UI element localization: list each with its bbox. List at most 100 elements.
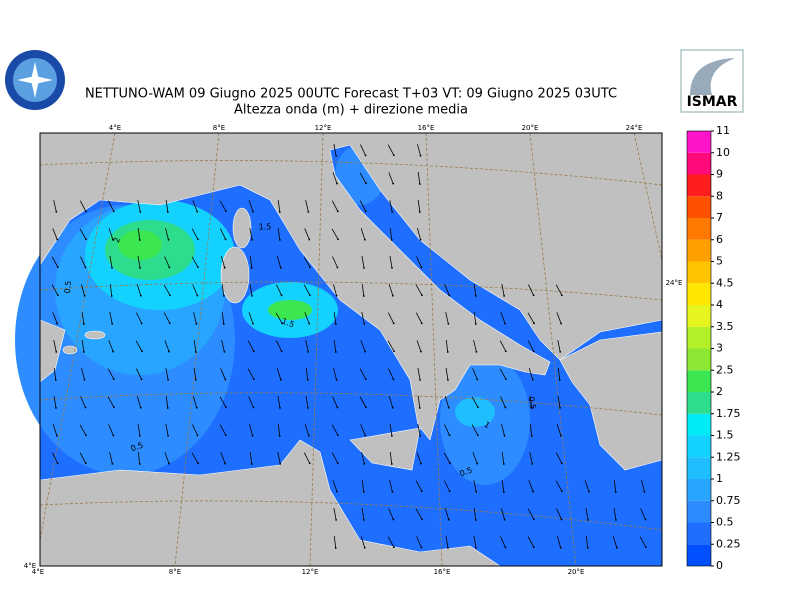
arrow-head: [531, 378, 534, 381]
direction-arrow: [164, 256, 170, 268]
arrow-head: [365, 406, 367, 409]
direction-arrow: [500, 396, 506, 408]
arrow-head: [533, 546, 535, 549]
arrow-head: [336, 182, 338, 185]
lon-label: 16°E: [418, 124, 435, 132]
direction-arrow: [556, 508, 562, 520]
direction-arrow: [191, 256, 199, 268]
arrow-head: [392, 378, 395, 381]
arrow-head: [138, 239, 141, 241]
map: 2 1.5 1.5 0.5 0.5 0.5 1 0.5: [15, 132, 663, 567]
arrow-head: [391, 210, 394, 213]
arrow-head: [390, 435, 393, 437]
arrow-head: [419, 434, 422, 437]
direction-arrow: [360, 536, 366, 548]
direction-arrow: [333, 144, 337, 156]
direction-arrow: [501, 452, 505, 464]
arrow-head: [559, 350, 562, 353]
arrow-head: [224, 434, 227, 437]
direction-arrow: [527, 340, 535, 352]
direction-arrow: [275, 340, 283, 352]
arrow-head: [448, 434, 451, 437]
direction-arrow: [555, 452, 563, 464]
direction-arrow: [444, 424, 450, 436]
direction-arrow: [276, 368, 282, 380]
direction-arrow: [415, 284, 423, 296]
arrow-head: [419, 154, 422, 157]
direction-arrow: [165, 228, 169, 240]
direction-arrow: [529, 396, 533, 408]
lon-label: 24°E: [626, 124, 643, 132]
arrow-head: [475, 547, 477, 549]
arrow-head: [560, 434, 562, 437]
direction-arrow: [303, 452, 311, 464]
arrow-head: [140, 322, 143, 325]
arrow-head: [364, 154, 367, 157]
direction-arrow: [417, 200, 421, 212]
arrow-head: [615, 546, 618, 549]
contour-label: 1.5: [259, 223, 272, 232]
arrow-head: [421, 518, 423, 521]
direction-arrow: [191, 228, 199, 240]
colorbar-label: 9: [716, 168, 723, 181]
direction-arrow: [417, 395, 421, 409]
colorbar-band: [687, 435, 711, 458]
direction-arrow: [332, 256, 338, 268]
direction-arrow: [81, 340, 85, 352]
colorbar-label: 0: [716, 559, 723, 572]
direction-arrows: [51, 144, 647, 549]
arrow-head: [505, 378, 507, 381]
direction-arrow: [303, 256, 311, 268]
lon-label: 4°E: [32, 568, 44, 576]
direction-arrow: [389, 227, 393, 241]
arrow-head: [364, 350, 367, 353]
direction-arrow: [331, 452, 339, 464]
direction-arrow: [417, 172, 421, 184]
direction-arrow: [137, 451, 141, 465]
direction-arrow: [529, 452, 533, 464]
direction-arrow: [361, 256, 365, 268]
colorbar-band: [687, 261, 711, 284]
direction-arrow: [53, 200, 57, 212]
colorbar-label: 1.25: [716, 450, 741, 463]
direction-arrow: [275, 312, 283, 324]
arrow-head: [560, 294, 563, 297]
arrow-head: [531, 462, 534, 465]
arrow-head: [85, 238, 87, 241]
arrow-head: [84, 462, 87, 465]
direction-arrow: [137, 227, 141, 241]
direction-arrow: [389, 451, 393, 465]
direction-arrow: [333, 368, 337, 380]
colorbar-label: 8: [716, 189, 723, 202]
lon-label: 12°E: [315, 124, 332, 132]
direction-arrow: [387, 312, 395, 324]
arrow-head: [138, 463, 141, 465]
direction-arrow: [443, 452, 451, 464]
direction-arrow: [137, 256, 141, 268]
direction-arrow: [471, 396, 479, 408]
arrow-head: [420, 350, 422, 353]
arrow-head: [420, 266, 423, 269]
direction-arrow: [79, 228, 87, 240]
arrow-head: [168, 322, 171, 325]
direction-arrow: [527, 508, 535, 520]
colorbar-band: [687, 283, 711, 305]
arrow-head: [449, 462, 451, 465]
direction-arrow: [165, 200, 169, 212]
direction-arrow: [388, 368, 394, 380]
direction-arrow: [359, 172, 367, 184]
lat-label: 24°E: [666, 279, 683, 287]
direction-arrow: [444, 284, 450, 296]
arrow-head: [476, 434, 479, 437]
direction-arrow: [417, 424, 421, 436]
arrow-head: [196, 434, 199, 437]
direction-arrow: [333, 508, 337, 520]
lon-label: 8°E: [213, 124, 225, 132]
corner-label: 4°E: [24, 562, 36, 570]
colorbar-band: [687, 305, 711, 327]
direction-arrow: [109, 256, 113, 268]
arrow-head: [502, 463, 505, 465]
arrow-head: [167, 378, 170, 381]
direction-arrow: [389, 424, 393, 436]
direction-arrow: [473, 480, 477, 492]
